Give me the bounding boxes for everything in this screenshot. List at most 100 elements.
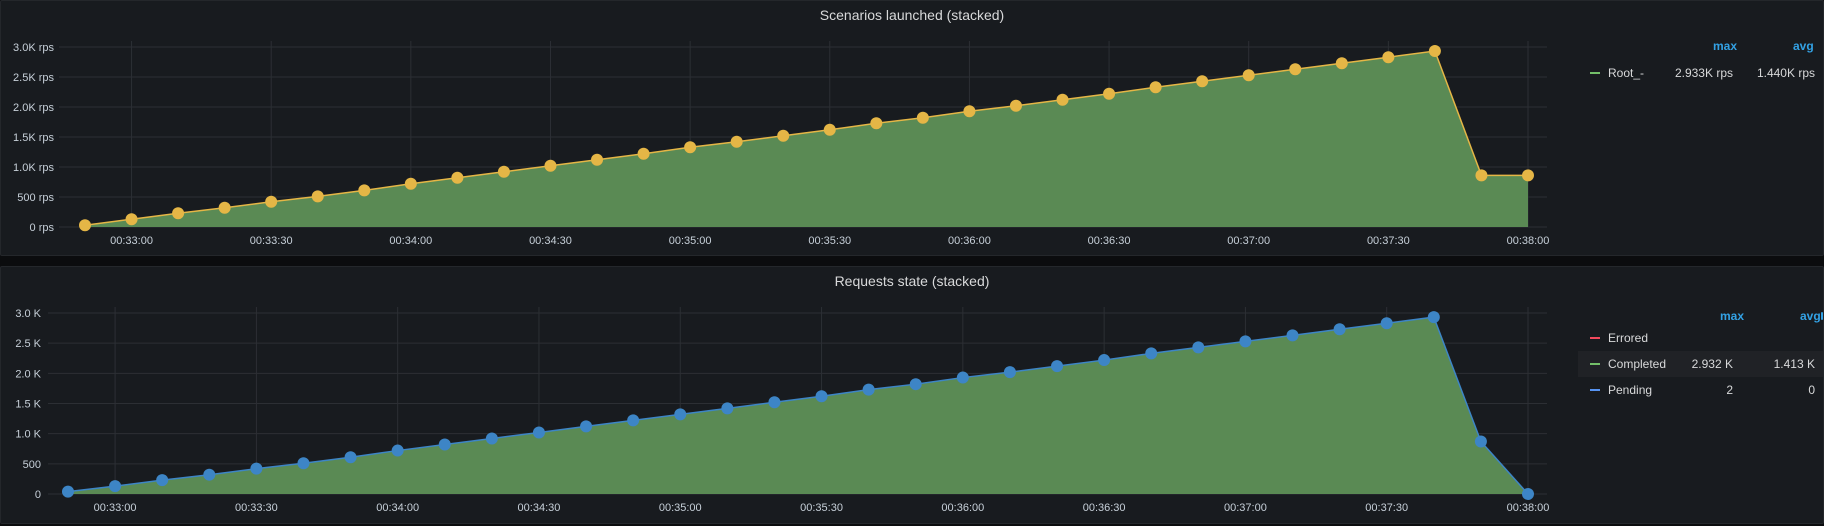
x-tick-label: 00:38:00 bbox=[1507, 235, 1550, 247]
legend-swatch bbox=[1590, 363, 1600, 365]
data-point[interactable] bbox=[218, 201, 231, 214]
data-point[interactable] bbox=[909, 378, 922, 391]
y-tick-label: 2.0K rps bbox=[13, 102, 54, 114]
data-point[interactable] bbox=[815, 390, 828, 403]
data-point[interactable] bbox=[311, 190, 324, 203]
y-tick-label: 2.0 K bbox=[15, 368, 41, 380]
x-tick-label: 00:37:30 bbox=[1367, 235, 1410, 247]
data-point[interactable] bbox=[591, 153, 604, 166]
data-point[interactable] bbox=[297, 457, 310, 470]
data-point[interactable] bbox=[1333, 323, 1346, 336]
data-point[interactable] bbox=[1003, 366, 1016, 379]
data-point[interactable] bbox=[1382, 51, 1395, 64]
panel-title[interactable]: Requests state (stacked) bbox=[834, 273, 990, 289]
data-point[interactable] bbox=[497, 165, 510, 178]
data-point[interactable] bbox=[1196, 75, 1209, 88]
legend-max-header[interactable]: max bbox=[1720, 309, 1745, 323]
legend-item-completed[interactable]: Completed 2.932 K 1.413 K bbox=[1578, 351, 1823, 377]
data-point[interactable] bbox=[956, 371, 969, 384]
data-point[interactable] bbox=[1145, 347, 1158, 360]
x-tick-label: 00:34:30 bbox=[529, 235, 572, 247]
data-point[interactable] bbox=[391, 444, 404, 457]
data-point[interactable] bbox=[358, 184, 371, 197]
scenarios-chart[interactable]: 0 rps 500 rps 1.0K rps 1.5K rps 2.0K rps 2.5K… bbox=[1, 1, 1561, 257]
data-point[interactable] bbox=[1475, 169, 1488, 182]
y-tick-label: 0 bbox=[35, 489, 41, 501]
data-point[interactable] bbox=[1428, 45, 1441, 58]
data-point[interactable] bbox=[125, 213, 138, 226]
x-tick-label: 00:33:00 bbox=[110, 235, 153, 247]
y-tick-label: 1.0 K bbox=[15, 429, 41, 441]
requests-chart[interactable]: 0 500 1.0 K 1.5 K 2.0 K 2.5 K 3.0 K 00:33:00 00:… bbox=[1, 267, 1561, 525]
y-tick-label: 2.5K rps bbox=[13, 72, 54, 84]
data-point[interactable] bbox=[438, 438, 451, 451]
data-point[interactable] bbox=[730, 135, 743, 148]
data-point[interactable] bbox=[684, 141, 697, 154]
data-point[interactable] bbox=[172, 207, 185, 220]
legend-swatch bbox=[1590, 337, 1600, 339]
data-point[interactable] bbox=[250, 462, 263, 475]
x-tick-label: 00:35:00 bbox=[669, 235, 712, 247]
data-point[interactable] bbox=[1009, 99, 1022, 112]
data-point[interactable] bbox=[862, 383, 875, 396]
data-point[interactable] bbox=[62, 485, 74, 498]
data-point[interactable] bbox=[1056, 93, 1069, 106]
legend-avg-header[interactable]: avg bbox=[1793, 39, 1814, 53]
data-point[interactable] bbox=[916, 111, 929, 124]
legend-item-errored[interactable]: Errored bbox=[1578, 325, 1823, 351]
y-tick-label: 0 rps bbox=[30, 222, 55, 234]
data-point[interactable] bbox=[1522, 169, 1534, 182]
data-point[interactable] bbox=[580, 420, 593, 433]
data-point[interactable] bbox=[1474, 435, 1487, 448]
data-point[interactable] bbox=[674, 408, 687, 421]
x-tick-label: 00:37:00 bbox=[1227, 235, 1270, 247]
panel-title[interactable]: Scenarios launched (stacked) bbox=[819, 7, 1005, 23]
data-point[interactable] bbox=[721, 402, 734, 415]
x-tick-label: 00:35:30 bbox=[808, 235, 851, 247]
data-point[interactable] bbox=[823, 123, 836, 136]
data-point[interactable] bbox=[627, 414, 640, 427]
legend-item-root[interactable]: Root_- 2.933K rps 1.440K rps bbox=[1578, 60, 1823, 86]
legend-avg-value: 1.413 K bbox=[1773, 357, 1815, 371]
data-point[interactable] bbox=[1289, 63, 1302, 76]
data-point[interactable] bbox=[1098, 354, 1111, 367]
data-point[interactable] bbox=[637, 147, 650, 160]
y-tick-label: 3.0K rps bbox=[13, 42, 54, 54]
data-point[interactable] bbox=[265, 195, 278, 208]
data-point[interactable] bbox=[344, 451, 357, 464]
data-point[interactable] bbox=[1380, 317, 1393, 330]
data-point[interactable] bbox=[544, 159, 557, 172]
data-point[interactable] bbox=[1242, 69, 1255, 82]
data-point[interactable] bbox=[963, 105, 976, 118]
data-point[interactable] bbox=[870, 117, 883, 130]
legend-item-pending[interactable]: Pending 2 0 bbox=[1578, 377, 1823, 403]
data-point[interactable] bbox=[485, 432, 498, 445]
data-point[interactable] bbox=[1051, 360, 1064, 373]
data-point[interactable] bbox=[768, 396, 781, 409]
x-tick-label: 00:34:30 bbox=[518, 502, 561, 514]
data-point[interactable] bbox=[1192, 341, 1205, 354]
data-point[interactable] bbox=[1103, 87, 1116, 100]
data-point[interactable] bbox=[1335, 57, 1348, 70]
data-point[interactable] bbox=[1286, 329, 1299, 342]
legend-max-header[interactable]: max bbox=[1713, 39, 1738, 53]
data-point[interactable] bbox=[1427, 311, 1440, 324]
data-point[interactable] bbox=[1239, 335, 1252, 348]
legend-avg-header[interactable]: avg bbox=[1800, 309, 1821, 323]
legend-swatch bbox=[1590, 72, 1600, 74]
data-point[interactable] bbox=[451, 171, 464, 184]
data-point[interactable] bbox=[532, 426, 545, 439]
legend-series-name: Root_- bbox=[1608, 66, 1645, 80]
data-point[interactable] bbox=[1522, 488, 1534, 500]
legend-avg-value: 1.440K rps bbox=[1756, 66, 1815, 80]
data-point[interactable] bbox=[777, 129, 790, 142]
data-point[interactable] bbox=[404, 177, 417, 190]
scenarios-launched-panel: Scenarios launched (stacked) 0 rps 500 rp… bbox=[0, 0, 1824, 256]
data-point[interactable] bbox=[79, 219, 91, 232]
data-point[interactable] bbox=[203, 468, 216, 481]
data-point[interactable] bbox=[109, 480, 122, 493]
data-point[interactable] bbox=[156, 474, 169, 487]
data-point[interactable] bbox=[1149, 81, 1162, 94]
legend-max-value: 2 bbox=[1726, 383, 1733, 397]
y-tick-label: 2.5 K bbox=[15, 338, 41, 350]
